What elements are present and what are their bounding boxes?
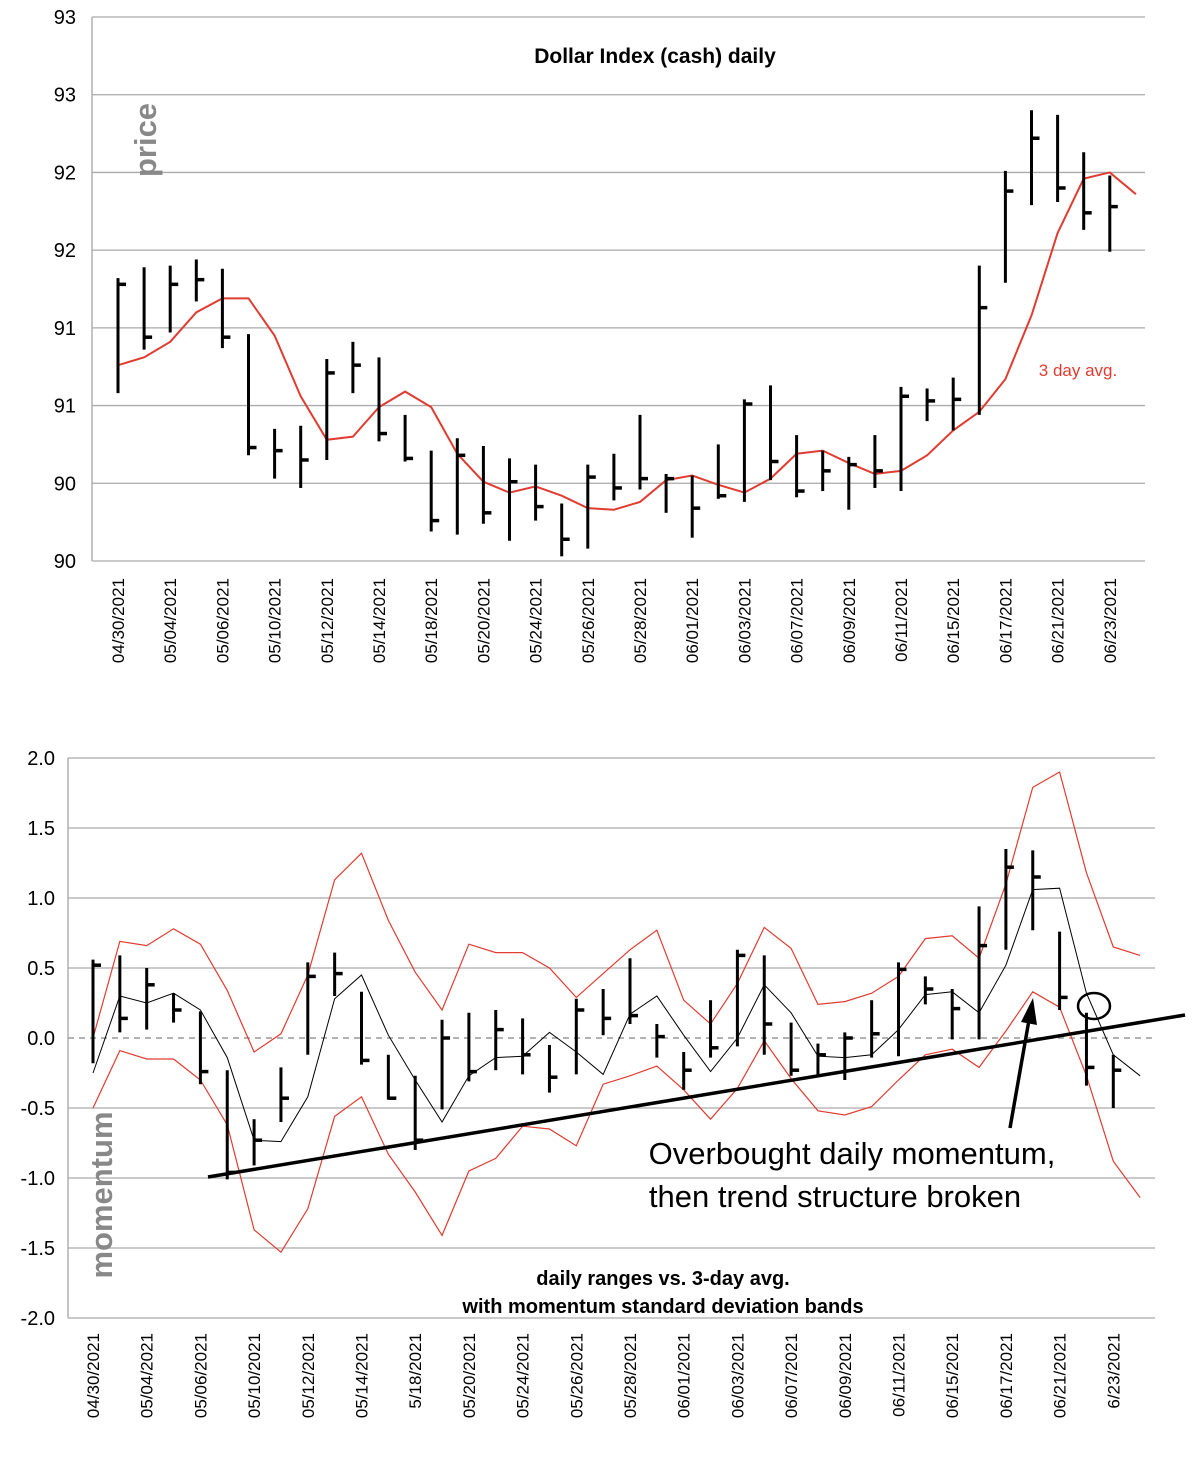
x-tick-label: 04/30/2021 [109, 578, 128, 663]
x-tick-label: 05/06/2021 [191, 1333, 210, 1418]
x-tick-label: 06/01/2021 [683, 578, 702, 663]
x-tick-label: 05/20/2021 [474, 578, 493, 663]
x-tick-label: 05/26/2021 [579, 578, 598, 663]
x-tick-label: 06/09/2021 [840, 578, 859, 663]
y-tick-label: 0.5 [27, 958, 55, 980]
y-tick-label: 93 [54, 7, 76, 29]
y-tick-label: -1.0 [21, 1168, 55, 1190]
y-tick-label: 93 [54, 85, 76, 107]
series-label: 3 day avg. [1039, 361, 1117, 380]
x-tick-label: 06/01/2021 [675, 1333, 694, 1418]
arrow-head [1021, 998, 1037, 1025]
y-axis-label: price [128, 103, 163, 177]
x-tick-label: 05/12/2021 [318, 578, 337, 663]
x-tick-label: 05/24/2021 [514, 1333, 533, 1418]
y-tick-label: 92 [54, 162, 76, 184]
series-line [92, 887, 1141, 1143]
highlight-circle [1076, 991, 1112, 1021]
y-tick-label: 0.0 [27, 1028, 55, 1050]
y-tick-label: -0.5 [21, 1098, 55, 1120]
x-tick-label: 06/15/2021 [943, 1333, 962, 1418]
series-line [117, 171, 1137, 511]
x-tick-label: 05/12/2021 [299, 1333, 318, 1418]
y-tick-label: -2.0 [21, 1308, 55, 1330]
trend-line [207, 1013, 1186, 1179]
x-tick-label: 05/18/2021 [422, 578, 441, 663]
y-tick-label: -1.5 [21, 1238, 55, 1260]
series-line [92, 991, 1141, 1254]
y-tick-label: 92 [54, 240, 76, 262]
y-axis-label: momentum [84, 1111, 119, 1278]
x-tick-label: 05/26/2021 [567, 1333, 586, 1418]
x-tick-label: 06/11/2021 [892, 578, 911, 662]
x-tick-label: 06/21/2021 [1051, 1333, 1070, 1418]
x-tick-label: 05/10/2021 [266, 578, 285, 663]
annotation: Overbought daily momentum, [649, 1136, 1056, 1171]
y-tick-label: 1.5 [27, 818, 55, 840]
chart-subtitle: with momentum standard deviation bands [461, 1296, 863, 1318]
x-tick-label: 05/06/2021 [213, 578, 232, 663]
chart-subtitle: daily ranges vs. 3-day avg. [536, 1268, 789, 1290]
x-tick-label: 05/10/2021 [245, 1333, 264, 1418]
x-tick-label: 06/11/2021 [890, 1333, 909, 1417]
chart-title: Dollar Index (cash) daily [534, 45, 776, 68]
y-tick-label: 90 [54, 551, 76, 573]
x-tick-label: 06/21/2021 [1049, 578, 1068, 663]
x-tick-label: 06/07/2021 [788, 578, 807, 663]
x-tick-label: 6/23/2021 [1104, 1333, 1123, 1409]
series-line [92, 771, 1141, 1053]
x-tick-label: 06/07/2021 [782, 1333, 801, 1418]
x-tick-label: 5/18/2021 [406, 1333, 425, 1409]
y-tick-label: 90 [54, 473, 76, 495]
x-tick-label: 06/03/2021 [728, 1333, 747, 1418]
y-tick-label: 91 [54, 318, 76, 340]
x-tick-label: 05/14/2021 [370, 578, 389, 663]
x-tick-label: 05/04/2021 [161, 578, 180, 663]
annotation: then trend structure broken [649, 1179, 1021, 1214]
x-tick-label: 06/03/2021 [735, 578, 754, 663]
x-tick-label: 06/17/2021 [996, 578, 1015, 663]
plot-layer: 90 90 91 91 92 92 93 93 04/30/2021 05/04/2021 05/0… [21, 7, 1155, 1418]
arrow [1008, 1019, 1031, 1129]
x-tick-label: 04/30/2021 [84, 1333, 103, 1418]
x-tick-label: 06/17/2021 [997, 1333, 1016, 1418]
x-tick-label: 05/24/2021 [527, 578, 546, 663]
x-tick-label: 05/04/2021 [138, 1333, 157, 1418]
x-tick-label: 06/23/2021 [1101, 578, 1120, 663]
y-tick-label: 91 [54, 396, 76, 418]
x-tick-label: 06/15/2021 [944, 578, 963, 663]
y-tick-label: 1.0 [27, 888, 55, 910]
x-tick-label: 05/28/2021 [631, 578, 650, 663]
y-tick-label: 2.0 [27, 748, 55, 770]
x-tick-label: 05/20/2021 [460, 1333, 479, 1418]
x-tick-label: 05/14/2021 [353, 1333, 372, 1418]
x-tick-label: 05/28/2021 [621, 1333, 640, 1418]
x-tick-label: 06/09/2021 [836, 1333, 855, 1418]
